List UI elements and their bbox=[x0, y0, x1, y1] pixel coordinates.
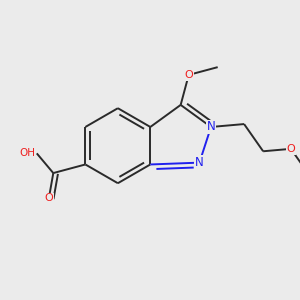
Text: O: O bbox=[184, 70, 193, 80]
Text: OH: OH bbox=[20, 148, 36, 158]
Text: N: N bbox=[195, 156, 204, 169]
Text: O: O bbox=[286, 144, 295, 154]
Text: N: N bbox=[207, 121, 215, 134]
Text: O: O bbox=[44, 194, 53, 203]
